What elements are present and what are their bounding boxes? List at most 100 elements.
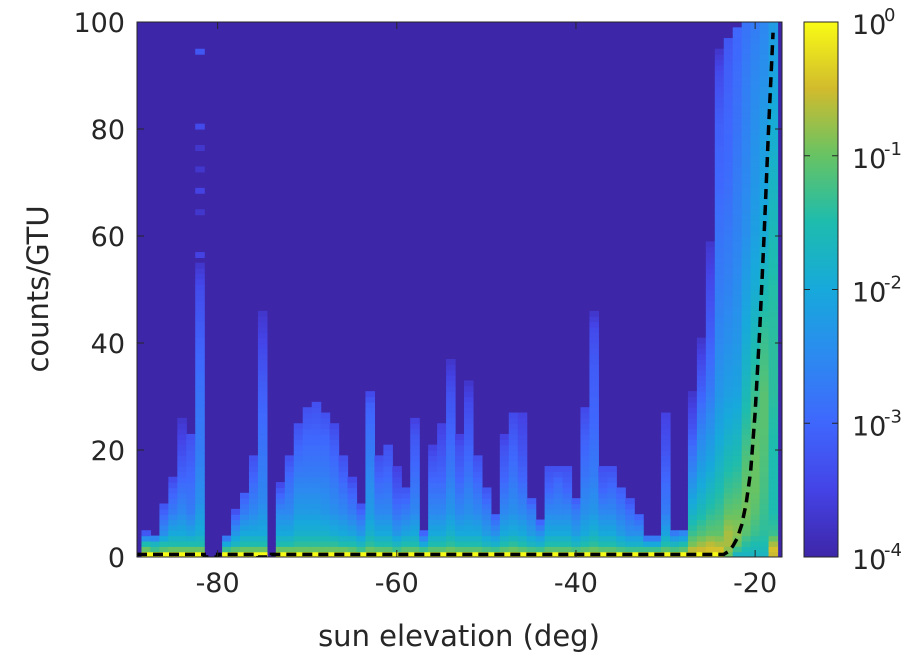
heatmap-cell [705, 407, 716, 414]
heatmap-cell [750, 433, 761, 440]
heatmap-cell [284, 519, 295, 526]
heatmap-cell [455, 482, 465, 489]
heatmap-cell [732, 535, 743, 542]
heatmap-cell [195, 492, 205, 499]
heatmap-cell [195, 332, 205, 339]
heatmap-cell [508, 503, 519, 510]
heatmap-cell [508, 540, 519, 547]
heatmap-cell [195, 305, 205, 312]
heatmap-cell [732, 139, 743, 146]
heatmap-cell [580, 466, 590, 472]
heatmap-cell [768, 487, 779, 494]
heatmap-cell [437, 460, 447, 467]
heatmap-cell [401, 530, 411, 537]
heatmap-cell [365, 514, 375, 521]
heatmap-cell [732, 38, 743, 44]
heatmap-cell [750, 375, 761, 382]
heatmap-cell [750, 252, 761, 258]
heatmap-cell [329, 535, 340, 542]
heatmap-cell [723, 80, 734, 87]
heatmap-cell [741, 22, 752, 28]
heatmap-cell [455, 524, 465, 531]
heatmap-cell [705, 530, 716, 537]
heatmap-cell [329, 530, 340, 537]
heatmap-cell [446, 444, 456, 451]
heatmap-cell [517, 530, 528, 537]
heatmap-cell [437, 450, 447, 456]
heatmap-cell [732, 134, 743, 141]
heatmap-cell [311, 433, 322, 440]
heatmap-cell [293, 423, 304, 430]
heatmap-cell [284, 530, 295, 537]
heatmap-cell [723, 257, 734, 264]
heatmap-cell [302, 519, 313, 526]
heatmap-cell [759, 476, 770, 483]
heatmap-cell [661, 503, 671, 510]
heatmap-cell [714, 455, 725, 462]
heatmap-cell [302, 546, 313, 553]
heatmap-cell [705, 300, 716, 307]
heatmap-cell [446, 423, 456, 430]
heatmap-cell [222, 535, 232, 542]
heatmap-cell [553, 471, 564, 478]
heatmap-cell [168, 519, 178, 526]
heatmap-cell [195, 546, 205, 553]
heatmap-cell [383, 466, 393, 472]
heatmap-cell [696, 444, 707, 451]
heatmap-cell [589, 337, 599, 344]
heatmap-cell [714, 316, 725, 323]
heatmap-cell [723, 75, 734, 82]
heatmap-cell [732, 252, 743, 258]
heatmap-cell [589, 466, 599, 472]
heatmap-cell [714, 209, 725, 216]
heatmap-cell [598, 498, 608, 505]
heatmap-cell [257, 343, 268, 349]
heatmap-cell [616, 508, 626, 515]
heatmap-cell [696, 466, 707, 472]
heatmap-cell [374, 492, 384, 499]
heatmap-cell [508, 498, 519, 505]
heatmap-cell [607, 524, 617, 531]
heatmap-cell [750, 27, 761, 34]
heatmap-cell [661, 492, 671, 499]
heatmap-cell [661, 460, 671, 467]
heatmap-cell [302, 508, 313, 515]
heatmap-cells [141, 22, 779, 557]
heatmap-cell [338, 535, 349, 542]
heatmap-cell [759, 129, 770, 135]
heatmap-cell [284, 476, 295, 483]
heatmap-cell [257, 407, 268, 414]
heatmap-cell [589, 380, 599, 387]
heatmap-cell [768, 471, 779, 478]
heatmap-cell [320, 439, 331, 446]
heatmap-cell [177, 444, 187, 451]
heatmap-cell [490, 535, 501, 542]
heatmap-cell [410, 530, 420, 537]
heatmap-cell [741, 343, 752, 349]
heatmap-cell [768, 305, 779, 312]
heatmap-cell [463, 407, 474, 414]
heatmap-cell [499, 540, 510, 547]
heatmap-cell [240, 546, 250, 553]
heatmap-cell [625, 503, 635, 510]
heatmap-cell [687, 503, 698, 510]
heatmap-cell [750, 193, 761, 200]
heatmap-cell [589, 375, 599, 382]
heatmap-cell [571, 503, 582, 510]
heatmap-cell [741, 289, 752, 296]
heatmap-cell [195, 337, 205, 344]
heatmap-cell [472, 535, 483, 542]
heatmap-cell [705, 423, 716, 430]
heatmap-cell [347, 524, 358, 531]
heatmap-cell [741, 369, 752, 376]
heatmap-cell [723, 262, 734, 269]
heatmap-cell [257, 476, 268, 483]
heatmap-cell [696, 423, 707, 430]
heatmap-cell [732, 230, 743, 237]
heatmap-cell [231, 535, 241, 542]
heatmap-cell [374, 540, 384, 547]
heatmap-cell [768, 166, 779, 173]
heatmap-cell [463, 444, 474, 451]
heatmap-cell [320, 498, 331, 505]
heatmap-cell [437, 535, 447, 542]
